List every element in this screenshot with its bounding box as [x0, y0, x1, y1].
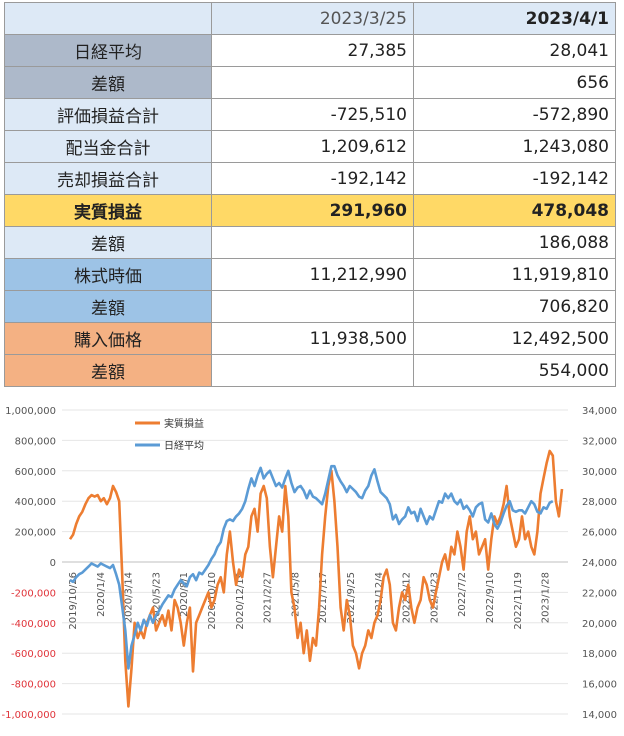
- left-axis-tick-label: 400,000: [15, 497, 56, 508]
- right-axis-tick-label: 24,000: [582, 558, 617, 569]
- row-label: 差額: [4, 290, 212, 323]
- row-label: 評価損益合計: [4, 98, 212, 131]
- line-chart: 1,000,000 800,000 600,000 400,000 200,000 0 -2…: [0, 392, 624, 736]
- series-line-nikkei: [69, 464, 554, 670]
- x-axis-tick-label: 2022/7/2: [457, 572, 468, 617]
- left-axis-tick-label: 1,000,000: [5, 406, 56, 417]
- row-realized: 売却損益合計 -192,142 -192,142: [4, 162, 616, 195]
- x-axis-tick-label: 2021/9/25: [346, 572, 357, 623]
- x-axis-ticks: 2019/10/26 2020/1/4 2020/3/14 2020/5/23 2020…: [68, 572, 552, 630]
- row-label: 購入価格: [4, 322, 212, 355]
- right-axis-tick-label: 14,000: [582, 710, 617, 721]
- right-axis-tick-label: 18,000: [582, 649, 617, 660]
- legend-label-nikkei: 日経平均: [164, 439, 204, 452]
- row-purchase-price-diff: 差額 554,000: [4, 354, 616, 387]
- row-value-2: 28,041: [413, 34, 616, 67]
- x-axis-tick-label: 2020/5/23: [151, 572, 162, 623]
- row-label: 日経平均: [4, 34, 212, 67]
- row-label: 差額: [4, 354, 212, 387]
- right-axis-tick-label: 32,000: [582, 436, 617, 447]
- left-axis-tick-label: 800,000: [15, 436, 56, 447]
- x-axis-tick-label: 2021/2/27: [263, 572, 274, 623]
- row-value-1: 11,212,990: [211, 258, 414, 291]
- row-label: 配当金合計: [4, 130, 212, 163]
- row-value-1: [211, 226, 414, 259]
- right-axis-tick-label: 20,000: [582, 619, 617, 630]
- right-axis-tick-label: 26,000: [582, 528, 617, 539]
- legend-label-net-pnl: 実質損益: [164, 417, 204, 430]
- row-value-1: -725,510: [211, 98, 414, 131]
- row-dividend: 配当金合計 1,209,612 1,243,080: [4, 130, 616, 163]
- right-axis-tick-label: 30,000: [582, 467, 617, 478]
- row-market-value: 株式時価 11,212,990 11,919,810: [4, 258, 616, 291]
- left-axis-tick-label: -200,000: [11, 588, 56, 599]
- x-axis-tick-label: 2020/10/10: [207, 572, 218, 630]
- series-lines: [68, 449, 564, 708]
- x-axis-tick-label: 2020/12/19: [235, 572, 246, 630]
- row-value-2: 554,000: [413, 354, 616, 387]
- row-value-2: 1,243,080: [413, 130, 616, 163]
- row-value-1: [211, 66, 414, 99]
- row-label: 実質損益: [4, 194, 212, 227]
- header-date-1: 2023/3/25: [211, 2, 414, 35]
- x-axis-tick-label: 2022/9/10: [485, 572, 496, 623]
- row-valuation: 評価損益合計 -725,510 -572,890: [4, 98, 616, 131]
- x-axis-tick-label: 2022/2/12: [402, 572, 413, 623]
- row-value-2: -572,890: [413, 98, 616, 131]
- row-value-2: 12,492,500: [413, 322, 616, 355]
- row-value-2: -192,142: [413, 162, 616, 195]
- right-axis-tick-label: 22,000: [582, 588, 617, 599]
- left-axis-tick-label: -1,000,000: [1, 710, 56, 721]
- row-label: 株式時価: [4, 258, 212, 291]
- left-axis-tick-label: -800,000: [11, 680, 56, 691]
- header-blank-cell: [4, 2, 212, 35]
- x-axis-tick-label: 2022/11/19: [513, 572, 524, 630]
- row-value-2: 656: [413, 66, 616, 99]
- series-line-net-pnl: [68, 449, 564, 708]
- left-axis-ticks: 1,000,000 800,000 600,000 400,000 200,000 0 -2…: [1, 406, 56, 721]
- row-value-1: [211, 354, 414, 387]
- row-net-pnl: 実質損益 291,960 478,048: [4, 194, 616, 227]
- row-value-2: 11,919,810: [413, 258, 616, 291]
- x-axis-tick-label: 2021/12/4: [374, 572, 385, 623]
- right-axis-tick-label: 16,000: [582, 680, 617, 691]
- summary-table: 2023/3/25 2023/4/1 日経平均 27,385 28,041 差額…: [4, 2, 616, 387]
- row-value-1: 27,385: [211, 34, 414, 67]
- left-axis-tick-label: -400,000: [11, 619, 56, 630]
- row-value-1: -192,142: [211, 162, 414, 195]
- x-axis-tick-label: 2021/7/17: [318, 572, 329, 623]
- row-value-1: 291,960: [211, 194, 414, 227]
- right-axis-tick-label: 28,000: [582, 497, 617, 508]
- row-value-2: 706,820: [413, 290, 616, 323]
- left-axis-tick-label: -600,000: [11, 649, 56, 660]
- row-label: 売却損益合計: [4, 162, 212, 195]
- left-axis-tick-label: 200,000: [15, 528, 56, 539]
- legend: 実質損益 日経平均: [135, 417, 204, 452]
- header-row: 2023/3/25 2023/4/1: [4, 2, 616, 35]
- row-value-2: 186,088: [413, 226, 616, 259]
- row-purchase-price: 購入価格 11,938,500 12,492,500: [4, 322, 616, 355]
- left-axis-tick-label: 0: [50, 558, 56, 569]
- x-axis-tick-label: 2019/10/26: [68, 572, 79, 630]
- row-label: 差額: [4, 226, 212, 259]
- row-label: 差額: [4, 66, 212, 99]
- row-value-1: [211, 290, 414, 323]
- left-axis-tick-label: 600,000: [15, 467, 56, 478]
- row-nikkei-diff: 差額 656: [4, 66, 616, 99]
- x-axis-tick-label: 2020/8/1: [179, 572, 190, 617]
- x-axis-tick-label: 2021/5/8: [290, 572, 301, 617]
- right-axis-ticks: 34,000 32,000 30,000 28,000 26,000 24,000 22,0…: [582, 406, 617, 721]
- row-market-value-diff: 差額 706,820: [4, 290, 616, 323]
- row-value-1: 11,938,500: [211, 322, 414, 355]
- right-axis-tick-label: 34,000: [582, 406, 617, 417]
- x-axis-tick-label: 2023/1/28: [541, 572, 552, 623]
- row-value-2: 478,048: [413, 194, 616, 227]
- header-date-2: 2023/4/1: [413, 2, 616, 35]
- row-value-1: 1,209,612: [211, 130, 414, 163]
- row-nikkei: 日経平均 27,385 28,041: [4, 34, 616, 67]
- row-net-pnl-diff: 差額 186,088: [4, 226, 616, 259]
- x-axis-tick-label: 2020/1/4: [96, 572, 107, 617]
- x-axis-tick-label: 2020/3/14: [124, 572, 135, 623]
